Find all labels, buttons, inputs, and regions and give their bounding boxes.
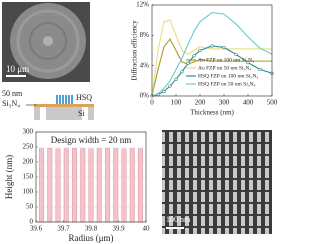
bar: [129, 148, 135, 223]
bar: [47, 147, 53, 223]
bar: [113, 148, 119, 223]
y-tick-label: 50: [26, 203, 34, 211]
y-tick-label: 12%: [136, 1, 149, 9]
bar: [138, 148, 143, 223]
marker: [180, 70, 184, 74]
substrate-label: Si: [78, 109, 85, 118]
bar: [88, 148, 94, 223]
marker: [192, 54, 196, 58]
y-tick-label: 0%: [140, 92, 150, 100]
schematic: 50 nm Si₃N₄ HSQ Si: [2, 89, 94, 120]
x-tick-label: 200: [195, 99, 206, 107]
y-tick-label: 100: [23, 188, 34, 196]
x-axis-label: Radius (μm): [68, 233, 113, 243]
x-tick-label: 40: [143, 225, 151, 233]
marker: [174, 77, 178, 81]
scale-label: 10 μm: [6, 64, 29, 74]
x-axis-label: Thickness (nm): [190, 109, 234, 117]
marker: [246, 61, 250, 65]
plot-frame: [151, 4, 273, 97]
legend-label: Au FZP on 100 nm Si₃N₄: [198, 57, 254, 63]
x-tick-label: 39.9: [112, 225, 125, 233]
x-tick-label: 39.6: [30, 225, 43, 233]
y-tick-label: 200: [23, 158, 34, 166]
figure: 10 μm 50 nm Si₃N₄ HSQ Si 100 nm 0% 4% 8% 12…: [2, 1, 277, 243]
line: [151, 38, 272, 97]
legend-label: Au FZP on 50 nm Si₃N₄: [198, 65, 251, 71]
marker: [210, 44, 214, 48]
x-tick-label: 500: [267, 99, 277, 107]
marker: [162, 89, 166, 94]
annotation-box: [42, 135, 140, 147]
scale-label: 100 nm: [166, 215, 191, 224]
y-tick-label: 250: [23, 143, 34, 151]
line: [151, 12, 273, 97]
bar: [55, 148, 61, 223]
marker: [222, 45, 226, 50]
annotation: Design width = 20 nm: [51, 135, 132, 145]
legend-label: HSQ FZP on 100 nm Si₃N₄: [198, 73, 258, 79]
x-tick-label: 0: [150, 99, 154, 107]
y-tick-label: 150: [23, 173, 34, 181]
x-tick-label: 400: [243, 99, 254, 107]
sem-image-2: 100 nm: [162, 130, 272, 234]
marker: [258, 67, 262, 72]
membrane-label: Si₃N₄: [2, 99, 20, 108]
bar: [80, 148, 86, 223]
bar: [39, 148, 44, 223]
x-tick-label: 39.7: [57, 225, 70, 233]
resist-label: HSQ: [76, 93, 92, 102]
plot-frame: [35, 131, 147, 223]
y-tick-label: 8%: [140, 31, 150, 39]
marker: [186, 61, 190, 65]
legend-label: HSQ FZP on 50 nm Si₃N₄: [198, 81, 256, 87]
bar: [63, 148, 69, 223]
x-tick-label: 39.8: [85, 225, 98, 233]
bar: [105, 147, 110, 223]
y-axis-label: Height (nm): [4, 155, 14, 199]
marker: [234, 52, 238, 56]
y-axis-label: Diffraction efficiency: [131, 20, 139, 81]
marker: [168, 84, 172, 88]
bar: [121, 148, 127, 223]
bar: [96, 148, 102, 223]
x-tick-label: 100: [171, 99, 182, 107]
y-tick-label: 0: [30, 218, 34, 226]
y-tick-label: 4%: [140, 61, 150, 69]
thickness-label: 50 nm: [2, 89, 23, 98]
marker: [198, 48, 202, 53]
x-tick-label: 300: [219, 99, 230, 107]
sem-image-1: 10 μm: [2, 2, 90, 82]
y-tick-label: 300: [23, 128, 34, 136]
line: [151, 19, 272, 97]
bar: [72, 147, 77, 223]
